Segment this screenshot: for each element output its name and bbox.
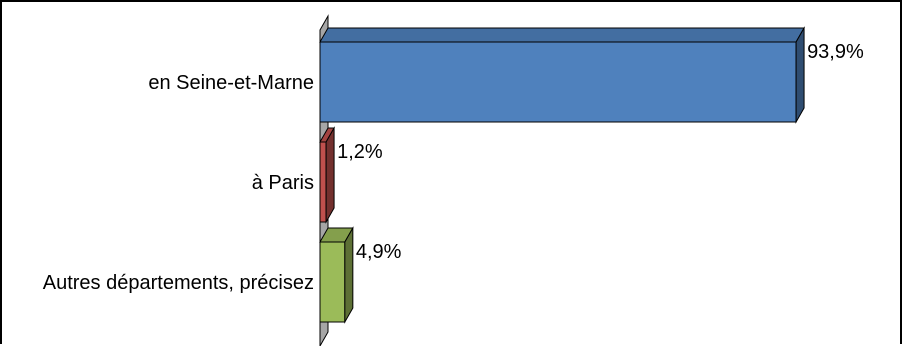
value-label: 1,2% (337, 141, 383, 163)
bar-side-face (344, 226, 354, 324)
category-label: à Paris (252, 172, 314, 194)
category-label: en Seine-et-Marne (148, 72, 314, 94)
bar-side-face (325, 126, 335, 224)
bar-top-face (319, 27, 805, 43)
bar-front-face (319, 141, 327, 223)
value-label: 93,9% (807, 41, 864, 63)
bar-side-face (795, 26, 805, 124)
value-label: 4,9% (356, 241, 402, 263)
bar-front-face (319, 241, 346, 323)
bar-front-face (319, 41, 797, 123)
bar-1 (319, 26, 805, 124)
bar-layer (319, 26, 805, 324)
bar-3 (319, 226, 354, 324)
label-layer: en Seine-et-Marne 93,9% à Paris 1,2% Autres … (43, 41, 864, 294)
bar-2 (319, 126, 335, 224)
category-label: Autres départements, précisez (43, 272, 314, 294)
